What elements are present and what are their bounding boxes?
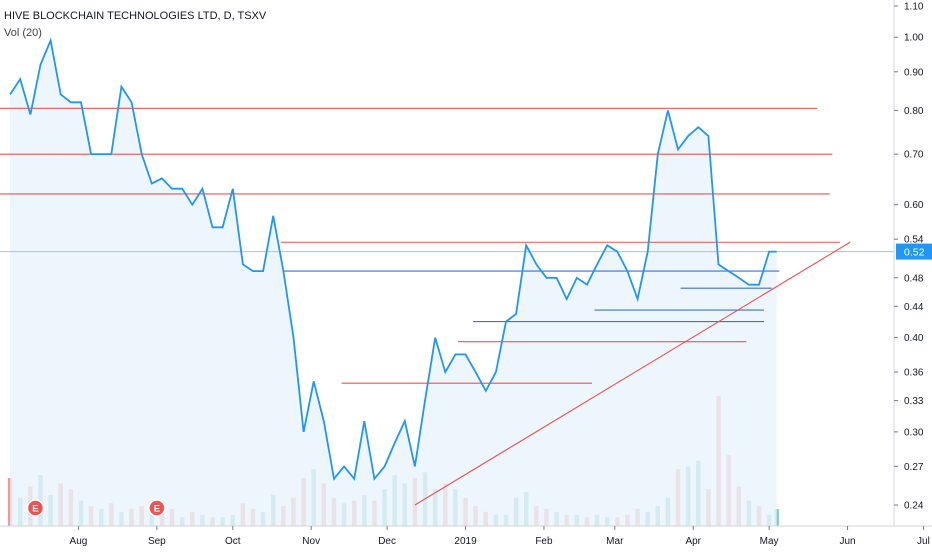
price-tick-label: 0.70 xyxy=(904,150,924,161)
time-tick-label: 2019 xyxy=(454,536,477,547)
price-area-fill xyxy=(10,40,777,526)
price-tick-label: 0.40 xyxy=(904,333,924,344)
price-tick-label: 0.80 xyxy=(904,106,924,117)
trendline[interactable] xyxy=(414,241,851,506)
time-tick-label: Dec xyxy=(378,536,396,547)
price-tick-label: 0.30 xyxy=(904,427,924,438)
time-tick-label: May xyxy=(760,536,779,547)
price-tick-label: 0.27 xyxy=(904,462,924,473)
current-price-badge: 0.52 xyxy=(896,243,932,260)
volume-indicator-label: Vol (20) xyxy=(4,27,42,39)
price-tick-label: 0.90 xyxy=(904,67,924,78)
price-tick-label: 1.00 xyxy=(904,33,924,44)
time-tick-label: Sep xyxy=(148,536,166,547)
time-tick-label: Nov xyxy=(302,536,320,547)
earnings-marker-label: E xyxy=(154,504,160,515)
earnings-marker-circle xyxy=(148,499,166,517)
price-tick-label: 0.60 xyxy=(904,200,924,211)
time-tick-label: Jun xyxy=(839,536,855,547)
price-tick-label: 0.44 xyxy=(904,302,924,313)
price-tick-label: 0.48 xyxy=(904,273,924,284)
time-tick-label: Apr xyxy=(685,536,701,547)
symbol-title: HIVE BLOCKCHAIN TECHNOLOGIES LTD, D, TSX… xyxy=(4,10,267,22)
time-axis[interactable]: Aug Sep Oct Nov Dec 2019 Feb Mar Apr May Jun Jul xyxy=(70,526,930,547)
time-tick-label: Oct xyxy=(225,536,241,547)
earnings-marker-circle xyxy=(26,499,45,517)
time-tick-label: Aug xyxy=(70,536,88,547)
price-tick-label: 1.10 xyxy=(904,2,924,13)
earnings-marker[interactable]: E xyxy=(26,499,45,517)
time-tick-label: Jul xyxy=(917,536,930,547)
volume-bar xyxy=(774,509,779,526)
current-price-label: 0.52 xyxy=(904,247,925,259)
drawn-lines xyxy=(0,107,894,506)
price-line xyxy=(9,37,777,481)
price-tick-label: 0.54 xyxy=(904,235,924,246)
price-tick-label: 0.24 xyxy=(904,501,924,512)
time-tick-label: Feb xyxy=(535,536,553,547)
earnings-marker[interactable]: E xyxy=(148,499,166,517)
earnings-marker-label: E xyxy=(32,504,38,515)
time-tick-label: Mar xyxy=(606,536,624,547)
price-tick-label: 0.36 xyxy=(904,368,924,379)
price-tick-label: 0.33 xyxy=(904,396,924,407)
price-axis[interactable]: 1.10 1.00 0.90 0.80 0.70 0.60 0.54 0.48 0.44 0.40… xyxy=(894,2,924,512)
current-price-badge-bg xyxy=(896,243,932,260)
